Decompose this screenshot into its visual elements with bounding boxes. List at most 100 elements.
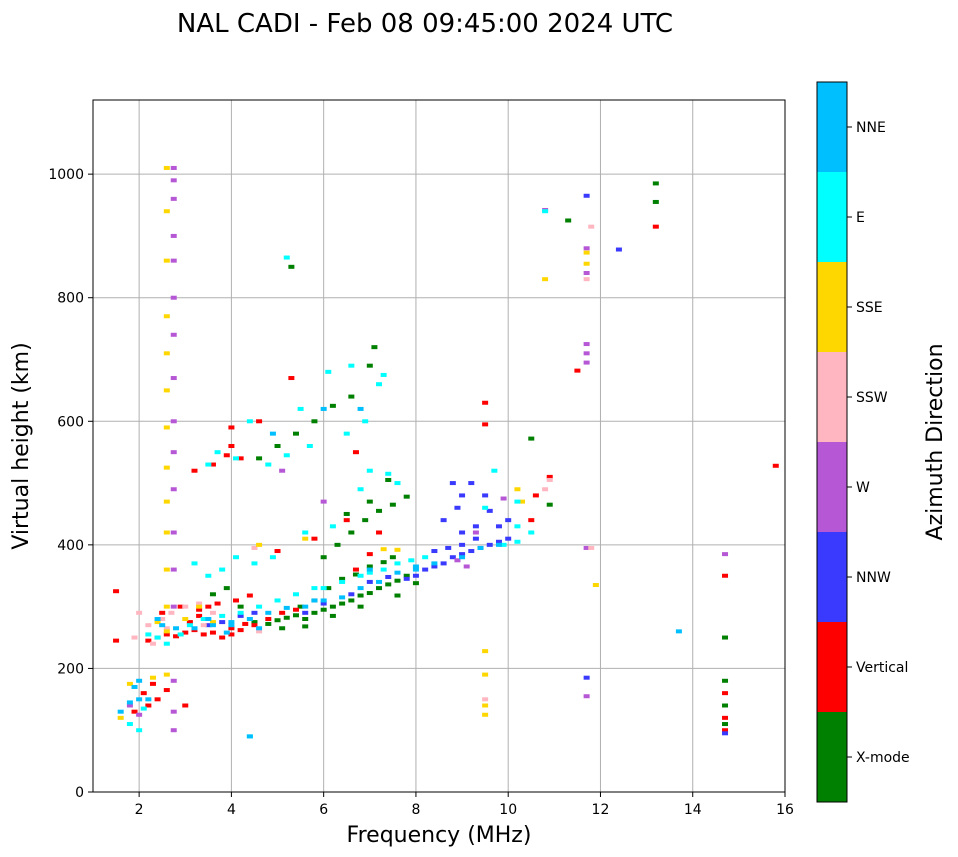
data-point — [256, 604, 263, 609]
data-point — [722, 722, 729, 727]
data-point — [237, 610, 244, 615]
grid — [93, 100, 786, 793]
data-point — [209, 610, 216, 615]
data-point — [440, 518, 447, 523]
data-point — [233, 456, 240, 461]
data-point — [170, 709, 177, 714]
data-point — [149, 675, 156, 680]
data-point — [343, 431, 350, 436]
data-point — [722, 715, 729, 720]
data-point — [170, 530, 177, 535]
data-point — [117, 715, 124, 720]
data-point — [170, 419, 177, 424]
data-point — [170, 604, 177, 609]
data-point — [246, 617, 253, 621]
colorbar-segment — [817, 352, 847, 442]
data-point — [431, 561, 438, 566]
data-point — [412, 581, 419, 586]
data-point — [722, 703, 729, 708]
data-point — [182, 703, 189, 708]
data-point — [136, 678, 143, 683]
data-point — [519, 499, 526, 504]
data-point — [163, 567, 170, 572]
data-point — [159, 617, 166, 621]
data-point — [251, 545, 258, 550]
data-point — [196, 613, 203, 618]
data-point — [126, 722, 133, 727]
data-point — [274, 444, 281, 448]
data-point — [472, 530, 479, 535]
data-point — [583, 271, 590, 275]
data-point — [237, 604, 244, 609]
data-point — [357, 573, 364, 578]
data-point — [228, 626, 235, 631]
data-point — [200, 623, 207, 628]
data-point — [170, 258, 177, 263]
data-point — [722, 573, 729, 578]
colorbar-segment — [817, 442, 847, 532]
data-point — [136, 712, 143, 717]
data-point — [412, 564, 419, 569]
data-point — [154, 617, 161, 621]
data-point — [366, 499, 373, 504]
data-point — [652, 199, 659, 204]
data-point — [362, 419, 369, 424]
colorbar-label-ssw: SSW — [856, 390, 888, 406]
data-point — [223, 453, 230, 458]
data-point — [366, 552, 373, 557]
data-point — [219, 567, 226, 572]
data-point — [491, 468, 498, 473]
data-point — [228, 444, 235, 448]
data-point — [196, 604, 203, 609]
y-tick-label: 0 — [75, 785, 84, 801]
data-point — [302, 604, 309, 609]
data-point — [588, 224, 595, 229]
data-point — [163, 351, 170, 356]
data-point — [131, 709, 138, 714]
data-point — [500, 542, 507, 547]
data-point — [170, 567, 177, 572]
data-point — [482, 400, 489, 405]
data-point — [251, 620, 258, 625]
data-point — [149, 641, 156, 646]
data-point — [246, 734, 253, 739]
data-point — [320, 499, 327, 504]
x-tick-label: 14 — [684, 802, 702, 818]
colorbar-segment — [817, 532, 847, 622]
data-point — [173, 634, 180, 639]
data-point — [113, 638, 120, 643]
data-point — [325, 586, 332, 591]
data-point — [542, 277, 549, 282]
data-point — [274, 549, 281, 554]
data-point — [302, 617, 309, 621]
data-point — [145, 703, 152, 708]
data-point — [288, 376, 295, 381]
data-point — [311, 586, 318, 591]
data-point — [182, 604, 189, 609]
data-point — [320, 607, 327, 612]
colorbar-segment — [817, 712, 847, 802]
data-point — [343, 511, 350, 516]
data-point — [472, 536, 479, 541]
data-point — [163, 672, 170, 677]
data-point — [615, 247, 622, 252]
data-point — [403, 576, 410, 581]
data-point — [170, 178, 177, 183]
data-point — [357, 604, 364, 609]
data-point — [288, 264, 295, 269]
data-point — [422, 555, 429, 560]
series-e — [126, 209, 549, 739]
data-point — [145, 632, 152, 637]
x-tick-label: 12 — [592, 802, 610, 818]
data-point — [366, 567, 373, 572]
data-point — [131, 635, 138, 640]
data-point — [311, 598, 318, 603]
data-point — [357, 586, 364, 591]
data-point — [477, 545, 484, 550]
data-point — [722, 731, 729, 736]
data-point — [154, 697, 161, 702]
colorbar-segment — [817, 262, 847, 352]
data-point — [366, 591, 373, 596]
data-point — [389, 502, 396, 507]
data-point — [256, 629, 263, 634]
